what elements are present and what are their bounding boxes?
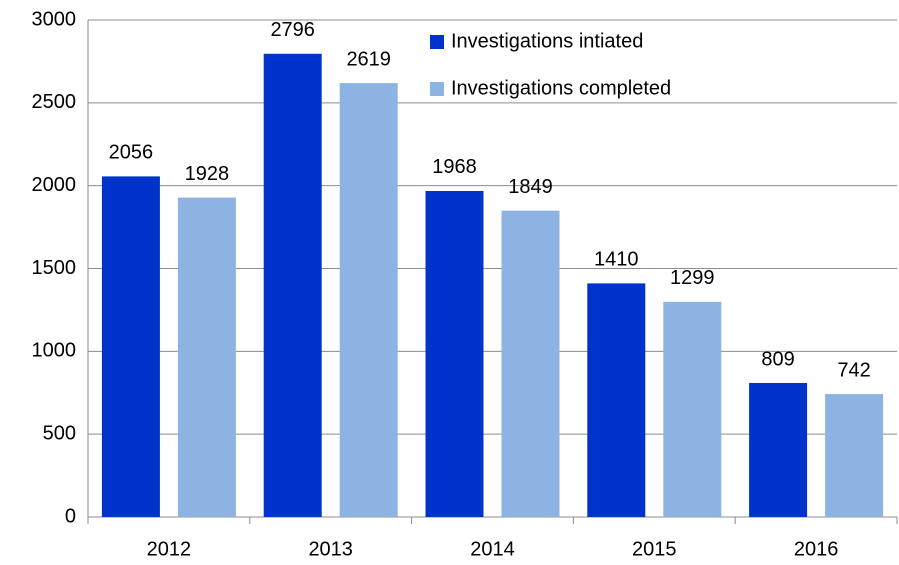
x-tick-label: 2012 (147, 538, 192, 560)
data-label: 1299 (670, 267, 715, 289)
bar (339, 83, 398, 517)
bar (425, 190, 484, 517)
data-label: 2796 (270, 19, 315, 41)
bar (101, 176, 160, 517)
data-label: 1928 (185, 163, 230, 185)
bar (501, 210, 560, 518)
bar (587, 283, 646, 517)
data-label: 1849 (508, 176, 553, 198)
legend-swatch (430, 35, 444, 49)
bar (749, 382, 808, 517)
y-tick-label: 2000 (32, 174, 77, 196)
data-label: 1410 (594, 249, 639, 271)
y-tick-label: 500 (43, 422, 76, 444)
data-label: 2056 (109, 142, 154, 164)
x-tick-label: 2016 (794, 538, 839, 560)
bar (177, 197, 236, 517)
x-tick-label: 2014 (470, 538, 515, 560)
y-tick-label: 2500 (32, 91, 77, 113)
bar (663, 301, 722, 517)
bar (263, 53, 322, 518)
y-tick-label: 1000 (32, 340, 77, 362)
legend-label: Investigations intiated (451, 30, 643, 52)
x-tick-label: 2015 (632, 538, 677, 560)
bar (825, 394, 884, 517)
data-label: 809 (761, 348, 794, 370)
y-tick-label: 3000 (32, 8, 77, 30)
data-label: 2619 (346, 48, 391, 70)
legend-swatch (430, 82, 444, 96)
data-label: 1968 (432, 156, 477, 178)
y-tick-label: 1500 (32, 257, 77, 279)
x-tick-label: 2013 (308, 538, 353, 560)
data-label: 742 (837, 359, 870, 381)
y-tick-label: 0 (65, 505, 76, 527)
legend-label: Investigations completed (451, 77, 671, 99)
